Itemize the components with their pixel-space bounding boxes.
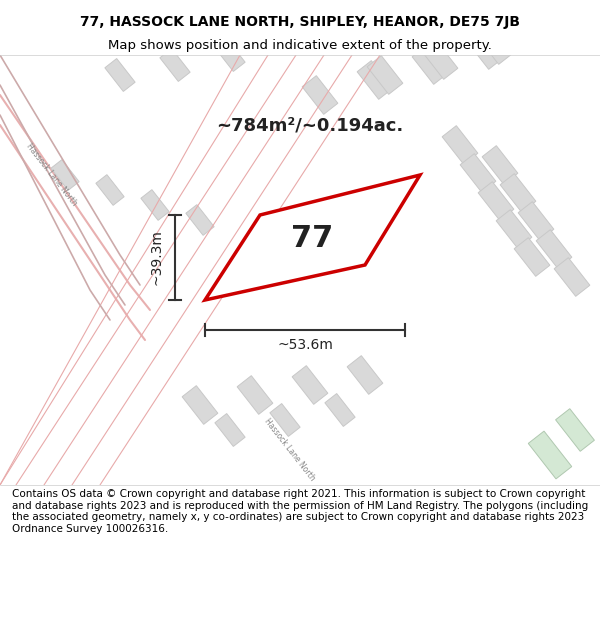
Text: Contains OS data © Crown copyright and database right 2021. This information is : Contains OS data © Crown copyright and d… xyxy=(12,489,588,534)
Polygon shape xyxy=(442,126,478,164)
Polygon shape xyxy=(325,394,355,426)
Polygon shape xyxy=(205,175,420,300)
Text: Hassock Lane North: Hassock Lane North xyxy=(263,417,317,483)
Polygon shape xyxy=(182,386,218,424)
Polygon shape xyxy=(496,209,532,248)
Polygon shape xyxy=(160,49,190,81)
Polygon shape xyxy=(478,182,514,221)
Polygon shape xyxy=(141,189,169,221)
Polygon shape xyxy=(422,41,458,79)
Polygon shape xyxy=(347,356,383,394)
Text: Map shows position and indicative extent of the property.: Map shows position and indicative extent… xyxy=(108,39,492,51)
Polygon shape xyxy=(482,146,518,184)
Text: ~53.6m: ~53.6m xyxy=(277,338,333,352)
Polygon shape xyxy=(460,154,496,192)
Polygon shape xyxy=(518,202,554,241)
Polygon shape xyxy=(302,76,338,114)
Text: 77: 77 xyxy=(292,224,334,253)
Polygon shape xyxy=(80,345,260,485)
Polygon shape xyxy=(292,366,328,404)
Polygon shape xyxy=(536,229,572,268)
Polygon shape xyxy=(0,55,100,145)
Polygon shape xyxy=(51,159,79,191)
Text: Hassock Lane North: Hassock Lane North xyxy=(25,142,79,208)
Polygon shape xyxy=(270,404,300,436)
Polygon shape xyxy=(0,55,40,185)
Polygon shape xyxy=(0,55,160,205)
Text: 77, HASSOCK LANE NORTH, SHIPLEY, HEANOR, DE75 7JB: 77, HASSOCK LANE NORTH, SHIPLEY, HEANOR,… xyxy=(80,16,520,29)
Polygon shape xyxy=(554,258,590,296)
Polygon shape xyxy=(357,61,393,99)
Polygon shape xyxy=(367,56,403,94)
Polygon shape xyxy=(556,409,595,451)
Polygon shape xyxy=(500,174,536,213)
Polygon shape xyxy=(96,174,124,206)
Polygon shape xyxy=(215,39,245,71)
Polygon shape xyxy=(467,31,503,69)
Polygon shape xyxy=(105,59,135,91)
Polygon shape xyxy=(215,414,245,446)
Polygon shape xyxy=(186,204,214,236)
Polygon shape xyxy=(412,46,448,84)
Polygon shape xyxy=(477,26,513,64)
Polygon shape xyxy=(237,376,273,414)
Text: ~784m²/~0.194ac.: ~784m²/~0.194ac. xyxy=(217,116,404,134)
Text: ~39.3m: ~39.3m xyxy=(150,229,164,286)
Polygon shape xyxy=(514,238,550,276)
Polygon shape xyxy=(0,435,120,485)
Polygon shape xyxy=(528,431,572,479)
